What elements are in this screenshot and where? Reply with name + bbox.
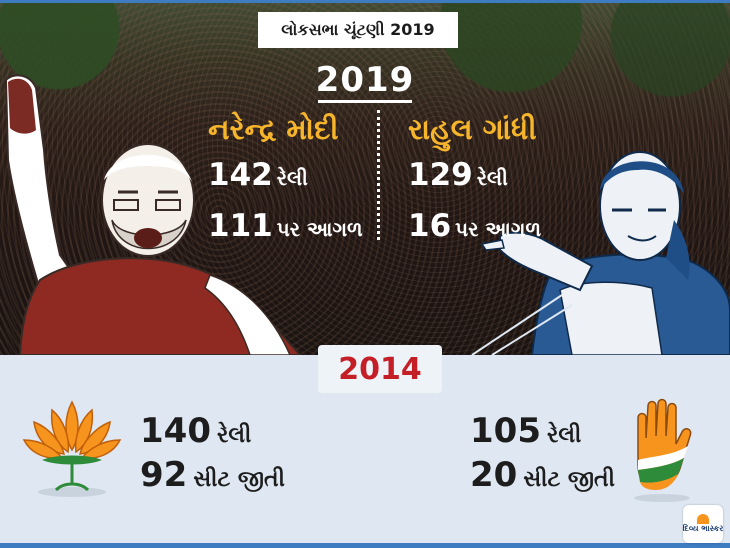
leader-name-rahul: રાહુલ ગાંધી xyxy=(408,112,537,146)
stat-label: પર આગળ xyxy=(455,217,542,241)
rahul-stats-2019: રાહુલ ગાંધી 129 રેલી 16 પર આગળ xyxy=(408,112,541,248)
stat-value: 129 xyxy=(408,157,473,193)
lotus-icon xyxy=(22,400,122,497)
rahul-leading-2019: 16 પર આગળ xyxy=(408,209,541,248)
stat-value: 20 xyxy=(470,455,518,495)
stat-value: 92 xyxy=(140,455,188,495)
rahul-rallies-2019: 129 રેલી xyxy=(408,158,541,197)
dotted-divider xyxy=(377,110,380,240)
congress-stats-2014: 105 રેલી 20 સીટ જીતી xyxy=(470,412,615,500)
stat-value: 105 xyxy=(470,411,541,451)
bjp-seats-2014: 92 સીટ જીતી xyxy=(140,456,285,500)
stat-label: પર આગળ xyxy=(276,217,363,241)
year-2014-heading: 2014 xyxy=(318,345,442,393)
year-2019-heading: 2019 xyxy=(315,60,415,100)
bjp-rallies-2014: 140 રેલી xyxy=(140,412,285,456)
stat-label: રેલી xyxy=(476,166,508,190)
stat-label: રેલી xyxy=(546,423,582,448)
modi-leading-2019: 111 પર આગળ xyxy=(208,209,363,248)
modi-stats-2019: નરેન્દ્ર મોદી 142 રેલી 111 પર આગળ xyxy=(208,112,363,248)
sun-icon xyxy=(697,514,709,524)
congress-seats-2014: 20 સીટ જીતી xyxy=(470,456,615,500)
modi-rallies-2019: 142 રેલી xyxy=(208,158,363,197)
rahul-silhouette xyxy=(471,151,730,355)
stat-label: રેલી xyxy=(216,423,252,448)
stat-value: 142 xyxy=(208,157,273,193)
stat-label: સીટ જીતી xyxy=(523,467,615,492)
stat-value: 111 xyxy=(208,208,273,244)
leader-name-modi: નરેન્દ્ર મોદી xyxy=(208,112,339,146)
header-title: લોકસભા ચૂંટણી 2019 xyxy=(258,12,458,48)
stat-value: 140 xyxy=(140,411,211,451)
congress-rallies-2014: 105 રેલી xyxy=(470,412,615,456)
bottom-accent-strip xyxy=(0,543,730,548)
stat-label: સીટ જીતી xyxy=(193,467,285,492)
top-accent-strip xyxy=(0,0,730,3)
bjp-stats-2014: 140 રેલી 92 સીટ જીતી xyxy=(140,412,285,500)
year-underline xyxy=(318,100,412,103)
publisher-logo-text: દિવ્ય ભાસ્કર xyxy=(682,524,724,533)
stat-label: રેલી xyxy=(276,166,308,190)
publisher-logo: દિવ્ય ભાસ્કર xyxy=(683,505,723,543)
modi-silhouette xyxy=(4,74,302,355)
stat-value: 16 xyxy=(408,208,452,244)
hand-icon xyxy=(634,398,692,502)
